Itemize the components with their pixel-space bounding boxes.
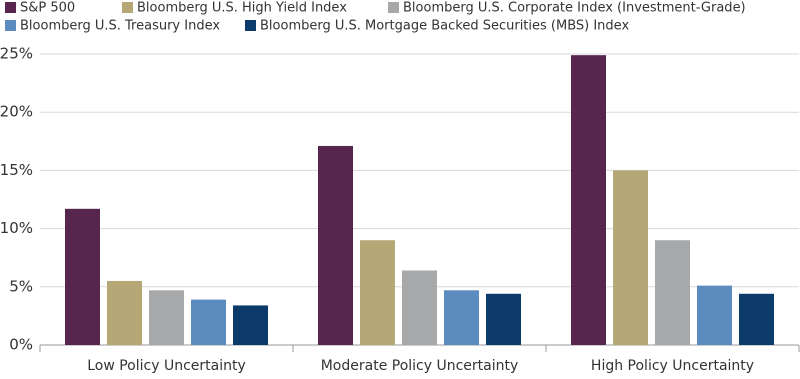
- bar: [107, 280, 142, 345]
- y-tick-label: 25%: [0, 45, 33, 63]
- bar: [571, 55, 606, 345]
- bar: [402, 270, 437, 345]
- bar: [191, 299, 226, 345]
- legend-swatch: [122, 2, 133, 13]
- y-tick-label: 5%: [9, 277, 33, 295]
- x-tick-label: High Policy Uncertainty: [591, 358, 754, 374]
- bar: [149, 290, 184, 345]
- legend-label: S&P 500: [20, 1, 75, 16]
- legend-label: Bloomberg U.S. Corporate Index (Investme…: [403, 1, 746, 16]
- x-tick-label: Moderate Policy Uncertainty: [321, 358, 519, 374]
- legend-swatch: [5, 20, 16, 31]
- legend-label: Bloomberg U.S. Mortgage Backed Securitie…: [260, 19, 629, 34]
- y-tick-label: 15%: [0, 161, 33, 179]
- bar: [360, 240, 395, 345]
- legend-swatch: [5, 2, 16, 13]
- legend-swatch: [245, 20, 256, 31]
- bar: [486, 293, 521, 345]
- bar: [739, 293, 774, 345]
- bar: [444, 290, 479, 345]
- bar: [613, 170, 648, 345]
- y-tick-label: 0%: [9, 336, 33, 354]
- bar: [233, 305, 268, 345]
- bar: [697, 285, 732, 345]
- x-tick-label: Low Policy Uncertainty: [87, 358, 246, 374]
- y-tick-label: 10%: [0, 219, 33, 237]
- y-tick-label: 20%: [0, 103, 33, 121]
- legend-swatch: [388, 2, 399, 13]
- bar: [655, 240, 690, 345]
- bar: [65, 208, 100, 345]
- bar: [318, 145, 353, 345]
- legend-label: Bloomberg U.S. High Yield Index: [137, 1, 347, 16]
- legend-label: Bloomberg U.S. Treasury Index: [20, 19, 220, 34]
